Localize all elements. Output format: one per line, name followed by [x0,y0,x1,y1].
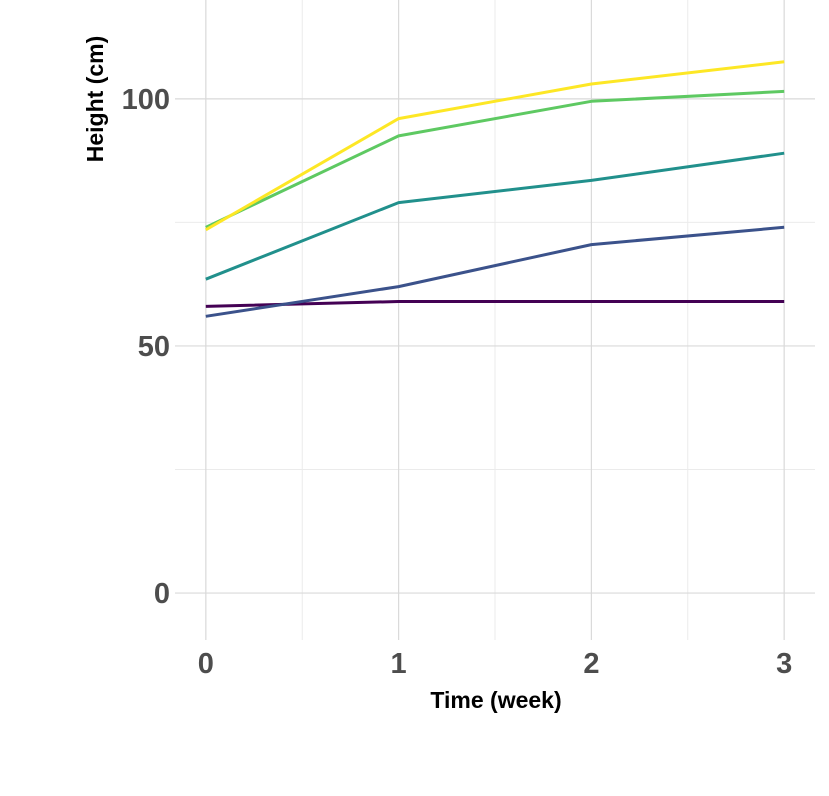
series-line-5 [205,60,785,232]
series-line-3 [205,151,785,281]
y-axis-title: Height (cm) [82,36,108,163]
y-axis-tick-labels: 0 50 100 [122,84,170,610]
y-tick-label: 100 [122,84,170,116]
series-lines [205,60,785,318]
series-line-4 [205,89,785,229]
x-axis-tick-labels: 0 1 2 3 [198,648,792,680]
x-tick-label: 1 [391,648,407,680]
series-line-1 [205,300,785,308]
x-axis-title: Time (week) [430,687,561,713]
grid [175,0,815,640]
y-tick-label: 50 [138,331,170,363]
x-tick-label: 3 [776,648,792,680]
x-tick-label: 2 [583,648,599,680]
y-tick-label: 0 [154,578,170,610]
x-tick-label: 0 [198,648,214,680]
series-line-2 [205,225,785,318]
